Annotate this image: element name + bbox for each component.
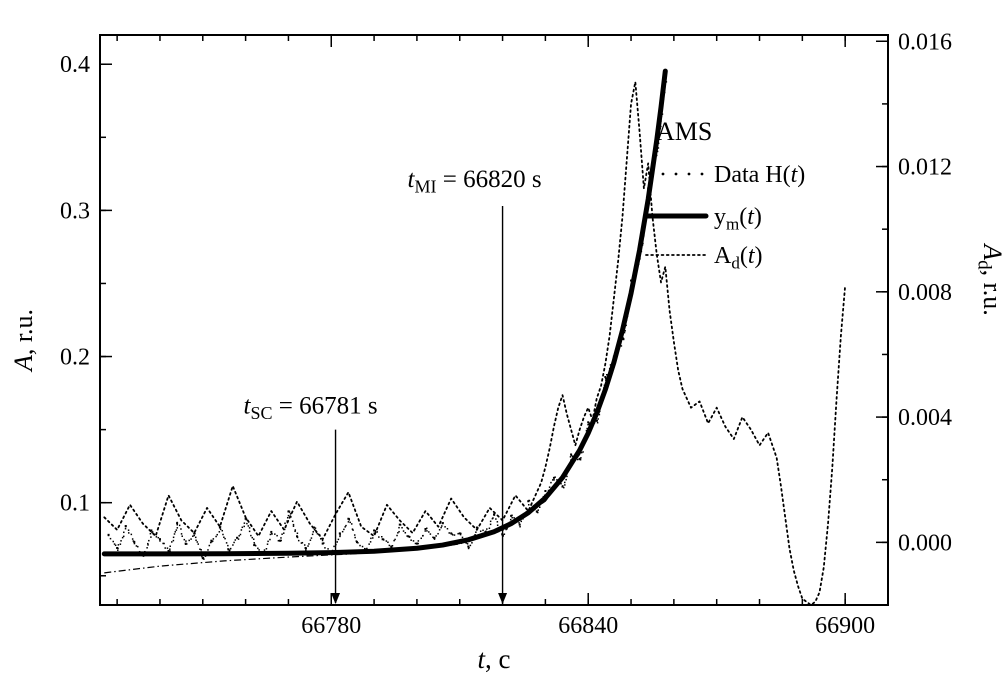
chart-canvas [0,0,1008,685]
chart-figure [0,0,1008,685]
